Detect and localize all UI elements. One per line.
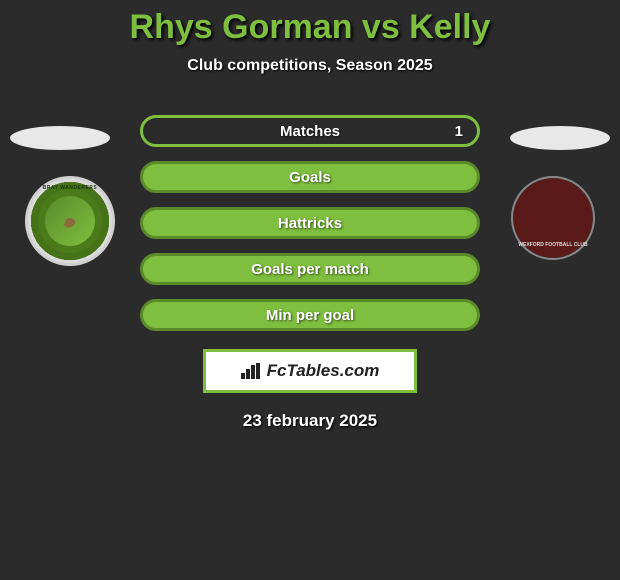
greyhound-icon bbox=[59, 210, 81, 232]
stat-label: Min per goal bbox=[266, 307, 354, 324]
bar-chart-icon bbox=[241, 363, 261, 379]
club-crest-left bbox=[45, 196, 95, 246]
page-title: Rhys Gorman vs Kelly bbox=[0, 8, 620, 47]
stat-label: Goals bbox=[289, 169, 331, 186]
stat-row-matches: Matches 1 bbox=[140, 115, 480, 147]
stat-label: Goals per match bbox=[251, 261, 369, 278]
stat-row-mpg: Min per goal bbox=[140, 299, 480, 331]
date-label: 23 february 2025 bbox=[0, 411, 620, 431]
subtitle: Club competitions, Season 2025 bbox=[0, 57, 620, 75]
stat-label: Matches bbox=[280, 123, 340, 140]
stat-value-right: 1 bbox=[455, 123, 463, 140]
stats-list: Matches 1 Goals Hattricks Goals per matc… bbox=[140, 115, 480, 331]
stat-row-hattricks: Hattricks bbox=[140, 207, 480, 239]
brand-box[interactable]: FcTables.com bbox=[203, 349, 417, 393]
stat-label: Hattricks bbox=[278, 215, 342, 232]
club-ring-text-left: BRAY WANDERERS bbox=[28, 185, 112, 191]
player-avatar-right bbox=[510, 126, 610, 150]
comparison-card: Rhys Gorman vs Kelly Club competitions, … bbox=[0, 0, 620, 580]
club-ring-text-right: WEXFORD FOOTBALL CLUB bbox=[513, 242, 593, 248]
stat-row-gpm: Goals per match bbox=[140, 253, 480, 285]
brand-text: FcTables.com bbox=[267, 361, 380, 381]
club-badge-right: WEXFORD FOOTBALL CLUB bbox=[511, 176, 595, 260]
stat-row-goals: Goals bbox=[140, 161, 480, 193]
player-avatar-left bbox=[10, 126, 110, 150]
club-badge-left: BRAY WANDERERS bbox=[25, 176, 115, 266]
